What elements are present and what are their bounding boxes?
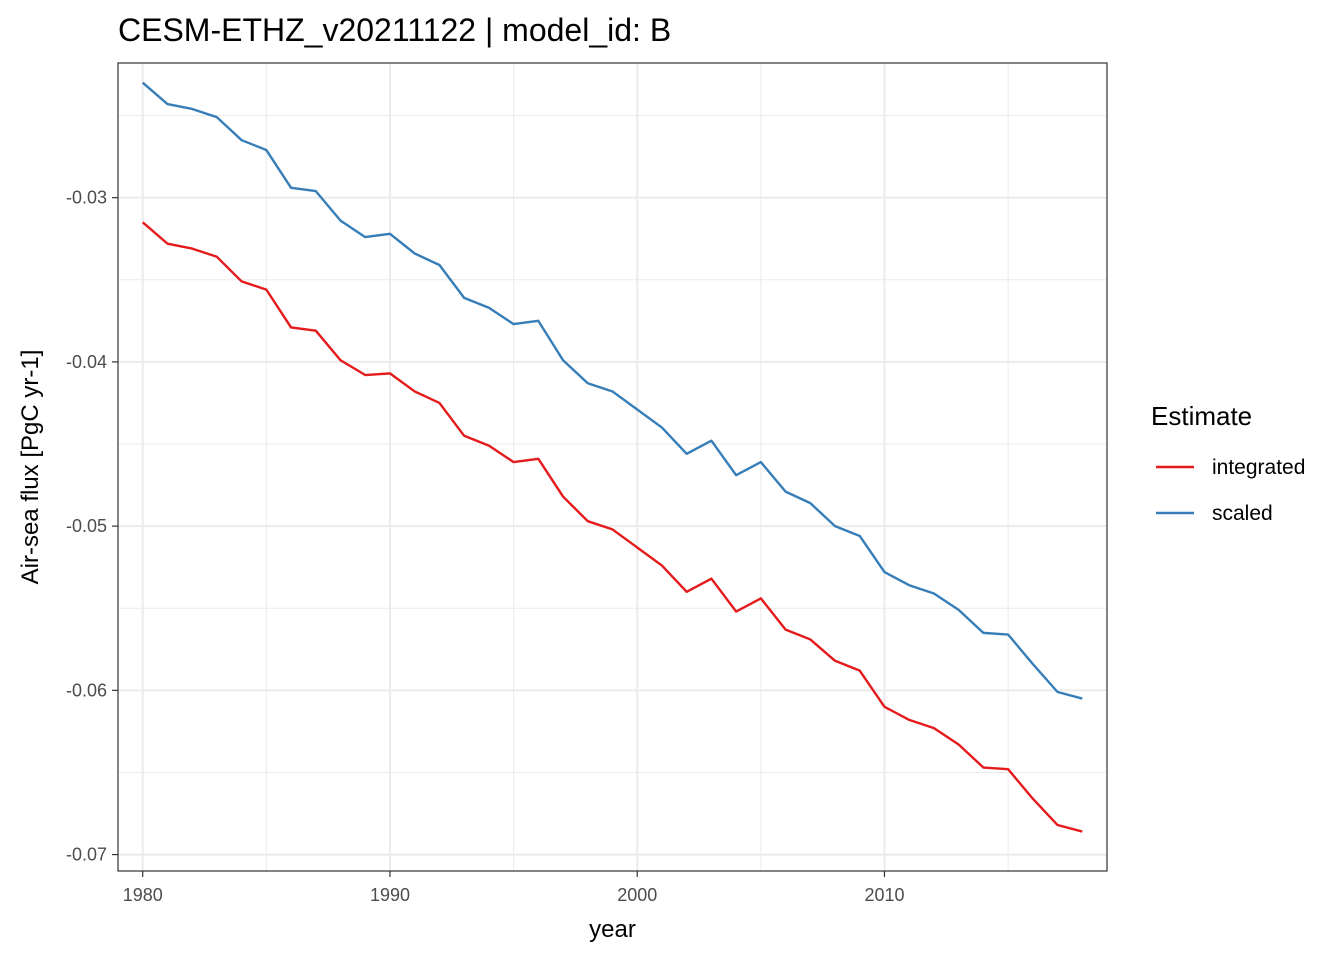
series-lines	[141, 81, 1083, 833]
x-tick-label: 1990	[370, 885, 410, 905]
minor-gridlines	[118, 63, 1107, 871]
y-tick-label: -0.06	[66, 680, 107, 700]
legend-items: integrated scaled	[1156, 456, 1305, 525]
x-tick-label: 1980	[123, 885, 163, 905]
legend-label-integrated: integrated	[1212, 456, 1305, 479]
x-tick-label: 2010	[864, 885, 904, 905]
y-tick-label: -0.03	[66, 188, 107, 208]
y-axis-title: Air-sea flux [PgC yr-1]	[17, 350, 44, 585]
x-axis-title: year	[589, 916, 636, 943]
chart-title: CESM-ETHZ_v20211122 | model_id: B	[118, 12, 671, 48]
legend: Estimate integrated scaled	[1151, 401, 1305, 525]
plot-panel-border	[117, 62, 1108, 872]
y-tick-label: -0.04	[66, 352, 107, 372]
x-axis: 1980 1990 2000 2010	[123, 871, 904, 905]
y-tick-label: -0.05	[66, 516, 107, 536]
series-line-integrated	[141, 221, 1083, 833]
legend-title: Estimate	[1151, 401, 1252, 431]
major-gridlines	[118, 63, 1107, 871]
legend-label-scaled: scaled	[1212, 502, 1273, 525]
series-line-scaled	[141, 81, 1083, 700]
y-tick-label: -0.07	[66, 845, 107, 865]
y-axis: -0.07 -0.06 -0.05 -0.04 -0.03	[66, 188, 118, 865]
x-tick-label: 2000	[617, 885, 657, 905]
